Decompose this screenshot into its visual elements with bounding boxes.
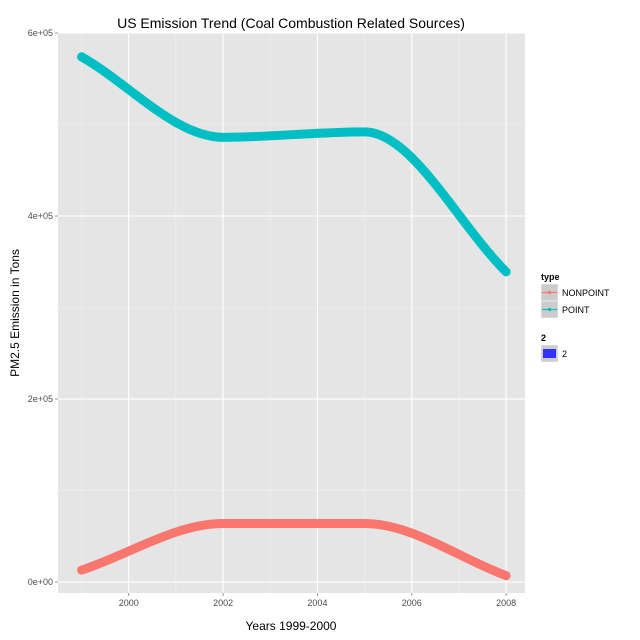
- x-tick-label: 2004: [307, 598, 327, 608]
- y-axis-title: PM2.5 Emission in Tons: [8, 249, 22, 377]
- legend-key-point-nonpoint: [547, 290, 552, 295]
- y-tick-label: 2e+05: [28, 394, 53, 404]
- x-tick-label: 2006: [402, 598, 422, 608]
- series-layer: [77, 52, 511, 581]
- y-tick-label: 0e+00: [28, 577, 53, 587]
- legend-item-point: POINT: [540, 300, 590, 319]
- legend-key-2-fill: [543, 349, 556, 358]
- legend-title-2: 2: [541, 333, 546, 343]
- grid-major: [58, 32, 525, 593]
- x-tick-label: 2008: [496, 598, 516, 608]
- series-line-point: [77, 52, 511, 277]
- x-axis-title: Years 1999-2000: [246, 619, 337, 633]
- chart-title: US Emission Trend (Coal Combustion Relat…: [117, 15, 465, 31]
- legend-key-marker-point: [547, 307, 552, 312]
- y-axis: 0e+00 2e+05 4e+05 6e+05: [28, 28, 58, 587]
- series-line-nonpoint: [77, 518, 511, 581]
- x-tick-label: 2000: [119, 598, 139, 608]
- legend-label-nonpoint: NONPOINT: [562, 288, 610, 298]
- legend-item-nonpoint: NONPOINT: [540, 283, 610, 302]
- plot-background: [58, 33, 525, 593]
- x-axis: 2000 2002 2004 2006 2008: [119, 593, 516, 608]
- legend-label-point: POINT: [562, 305, 590, 315]
- legend-label-2: 2: [562, 349, 567, 359]
- legend-title-type: type: [541, 272, 560, 282]
- legend: type NONPOINT POINT 2 2: [540, 272, 610, 363]
- y-tick-label: 4e+05: [28, 211, 53, 221]
- legend-item-2: 2: [540, 344, 567, 363]
- y-tick-label: 6e+05: [28, 28, 53, 38]
- x-tick-label: 2002: [213, 598, 233, 608]
